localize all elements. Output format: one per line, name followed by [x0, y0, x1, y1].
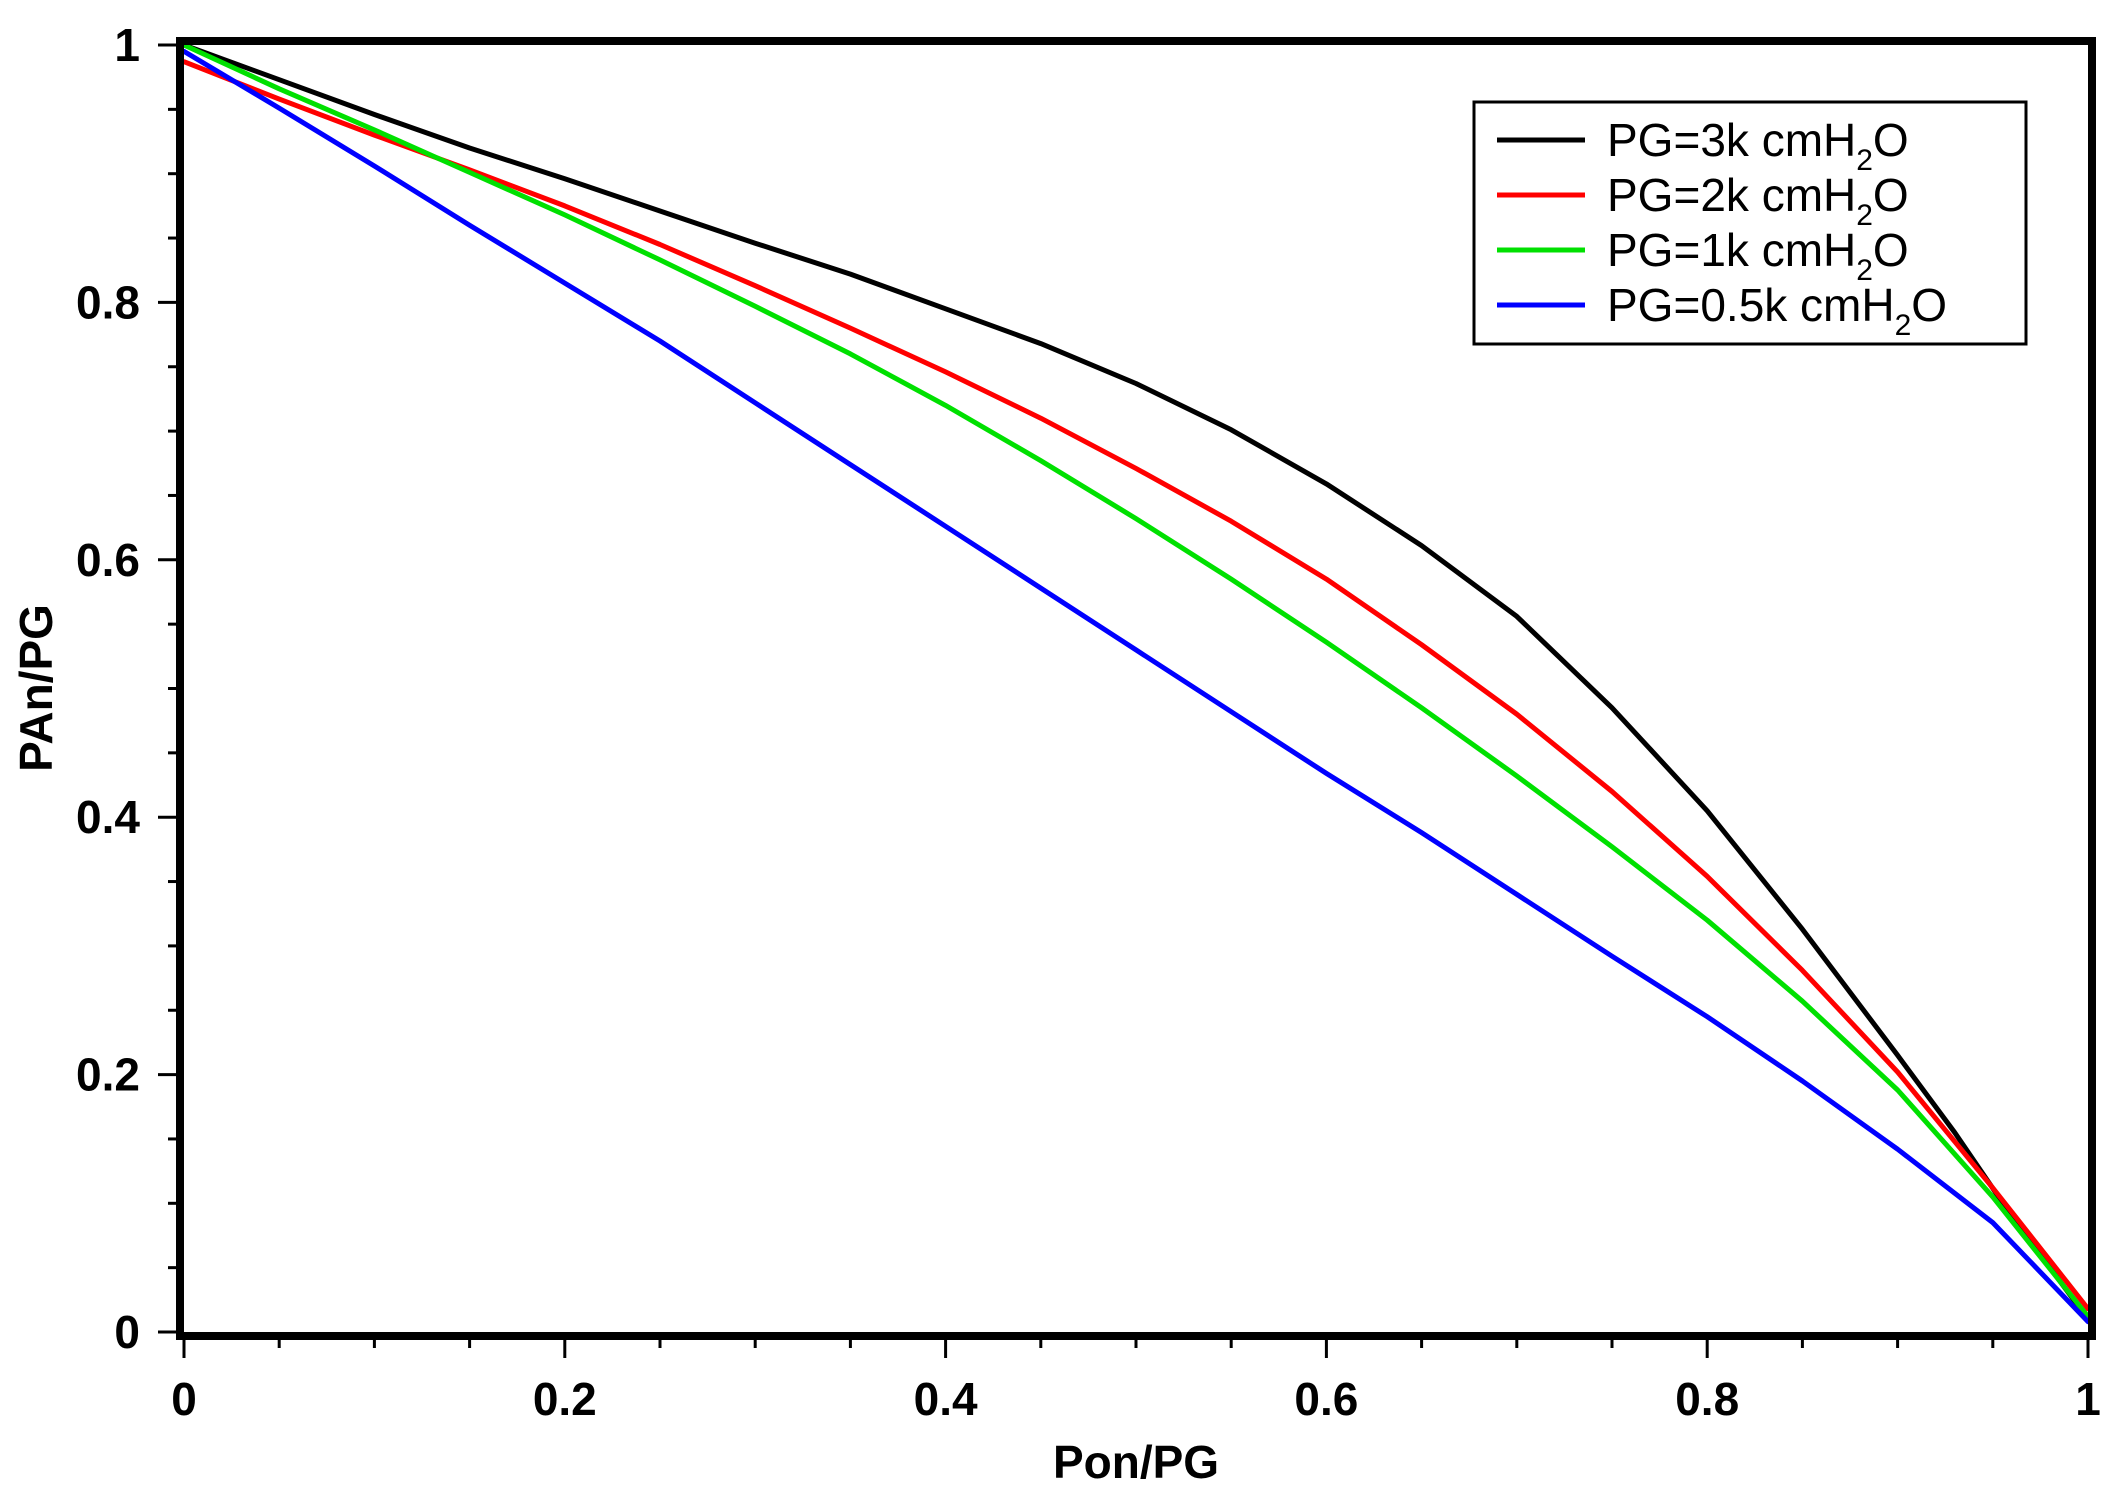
legend-label: PG=3k cmH2O [1607, 114, 1909, 177]
y-tick-label: 0.6 [76, 534, 140, 586]
series-line-1 [181, 42, 2091, 1322]
x-tick-label: 0.6 [1294, 1373, 1358, 1425]
y-tick-label: 0.4 [76, 791, 140, 843]
legend-label: PG=1k cmH2O [1607, 224, 1909, 287]
series-line-2 [181, 59, 2091, 1312]
y-tick-label: 1 [114, 19, 140, 71]
x-tick-label: 0.4 [914, 1373, 978, 1425]
y-axis-title: PAn/PG [10, 604, 62, 772]
plot-frame [176, 37, 2096, 1340]
x-tick-label: 0 [171, 1373, 197, 1425]
x-axis-title: Pon/PG [1053, 1436, 1219, 1488]
x-tick-label: 0.2 [533, 1373, 597, 1425]
y-tick-label: 0 [114, 1306, 140, 1358]
x-tick-label: 1 [2075, 1373, 2101, 1425]
y-tick-label: 0.2 [76, 1049, 140, 1101]
series-line-4 [181, 48, 2091, 1325]
series-lines [181, 42, 2091, 1325]
y-tick-label: 0.8 [76, 276, 140, 328]
x-tick-labels: 0 0.2 0.4 0.6 0.8 1 [171, 1373, 2101, 1425]
legend-label: PG=0.5k cmH2O [1607, 279, 1947, 342]
series-line-3 [181, 42, 2091, 1320]
y-tick-labels: 0 0.2 0.4 0.6 0.8 1 [76, 19, 140, 1358]
x-tick-label: 0.8 [1675, 1373, 1739, 1425]
legend-label: PG=2k cmH2O [1607, 169, 1909, 232]
